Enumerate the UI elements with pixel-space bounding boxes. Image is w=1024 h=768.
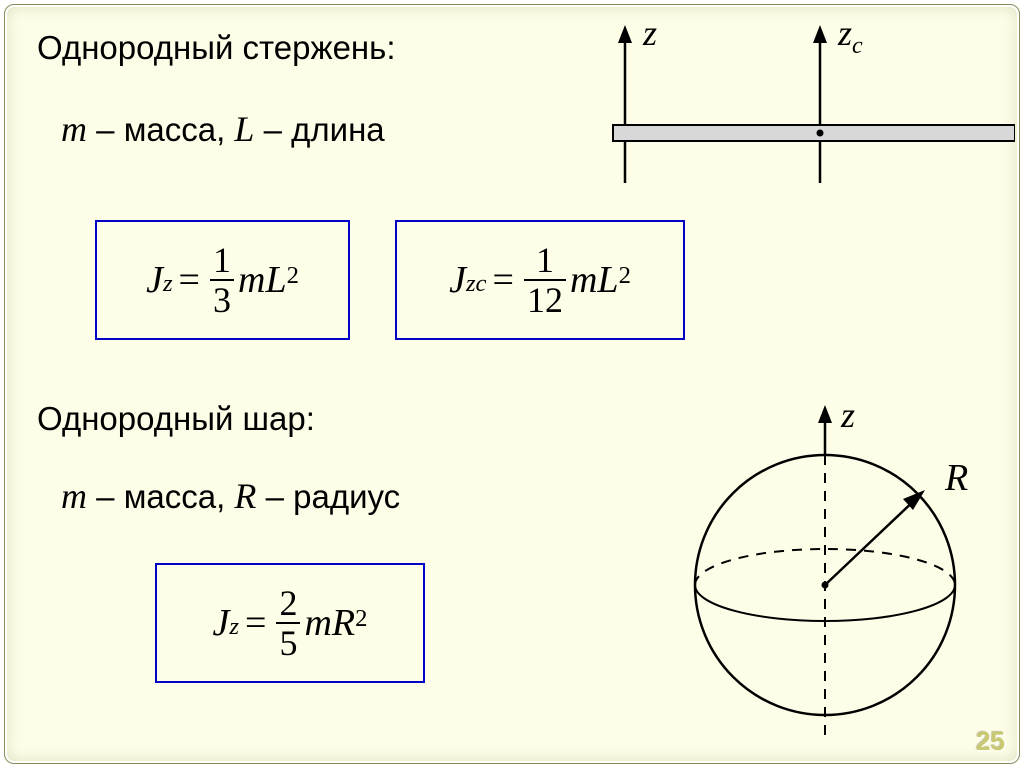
f1-sub: z: [163, 270, 173, 298]
f2-J: J: [449, 258, 466, 302]
rod-diagram: z zc: [585, 13, 1015, 213]
rod-m-symbol: m: [61, 109, 87, 149]
rod-axis-zc: zc: [837, 13, 863, 59]
rod-m-text: – масса,: [87, 111, 234, 148]
fs-m: m: [304, 601, 331, 645]
fs-R: R: [332, 601, 355, 645]
f2-sub: zc: [466, 270, 487, 298]
fs-sq: 2: [355, 605, 367, 633]
sphere-params: m – масса, R – радиус: [61, 475, 400, 517]
f2-L: L: [597, 258, 618, 302]
rod-L-text: – длина: [254, 111, 384, 148]
f1-m: m: [238, 258, 265, 302]
sphere-R-symbol: R: [234, 476, 256, 516]
rod-L-symbol: L: [234, 109, 254, 149]
fs-sub: z: [229, 613, 239, 641]
sphere-R-text: – радиус: [256, 478, 400, 515]
sphere-formula: Jz = 2 5 mR2: [155, 563, 425, 683]
rod-formula-end: Jz = 1 3 mL2: [95, 220, 350, 340]
fs-J: J: [213, 601, 230, 645]
f1-frac: 1 3: [210, 241, 234, 319]
rod-axis-z: z: [642, 13, 657, 53]
rod-formula-center: Jzc = 1 12 mL2: [395, 220, 685, 340]
fs-frac: 2 5: [276, 584, 300, 662]
f2-m: m: [570, 258, 597, 302]
f1-J: J: [146, 258, 163, 302]
f1-L: L: [265, 258, 286, 302]
sphere-title: Однородный шар:: [37, 400, 315, 438]
sphere-m-symbol: m: [61, 476, 87, 516]
f2-frac: 1 12: [524, 241, 566, 319]
f1-sq: 2: [287, 262, 299, 290]
f2-sq: 2: [619, 262, 631, 290]
rod-title: Однородный стержень:: [37, 29, 396, 67]
page-number: 25: [976, 726, 1005, 757]
sphere-m-text: – масса,: [87, 478, 234, 515]
sphere-diagram: z R: [655, 395, 1005, 755]
rod-params: m – масса, L – длина: [61, 108, 385, 150]
slide-frame: Однородный стержень: m – масса, L – длин…: [4, 4, 1020, 764]
sphere-radius-label: R: [944, 457, 968, 499]
sphere-axis-z: z: [840, 395, 855, 435]
